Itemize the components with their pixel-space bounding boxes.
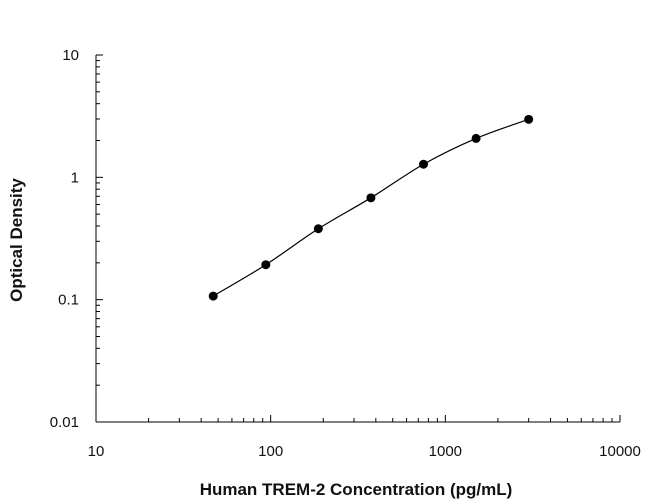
y-tick-label: 0.1 [58,292,79,309]
x-tick-label: 10 [88,443,105,460]
x-tick-label: 10000 [599,443,641,460]
x-tick-label: 1000 [429,443,462,460]
data-point [366,193,376,203]
data-point [208,291,218,301]
y-axis-title: Optical Density [7,178,26,302]
y-tick-label: 0.01 [50,414,79,431]
axes [95,54,621,423]
tick-labels: 10 100 1000 10000 10 1 0.1 0.01 [50,47,641,460]
y-tick-label: 10 [62,47,79,64]
y-tick-label: 1 [71,169,79,186]
data-point [524,114,534,124]
x-axis-title: Human TREM-2 Concentration (pg/mL) [200,480,513,499]
data-point [419,159,429,169]
data-point [471,133,481,143]
fit-curve [212,118,529,297]
x-tick-label: 100 [258,443,283,460]
data-point [261,260,271,270]
data-points [208,114,534,301]
data-point [313,224,323,234]
